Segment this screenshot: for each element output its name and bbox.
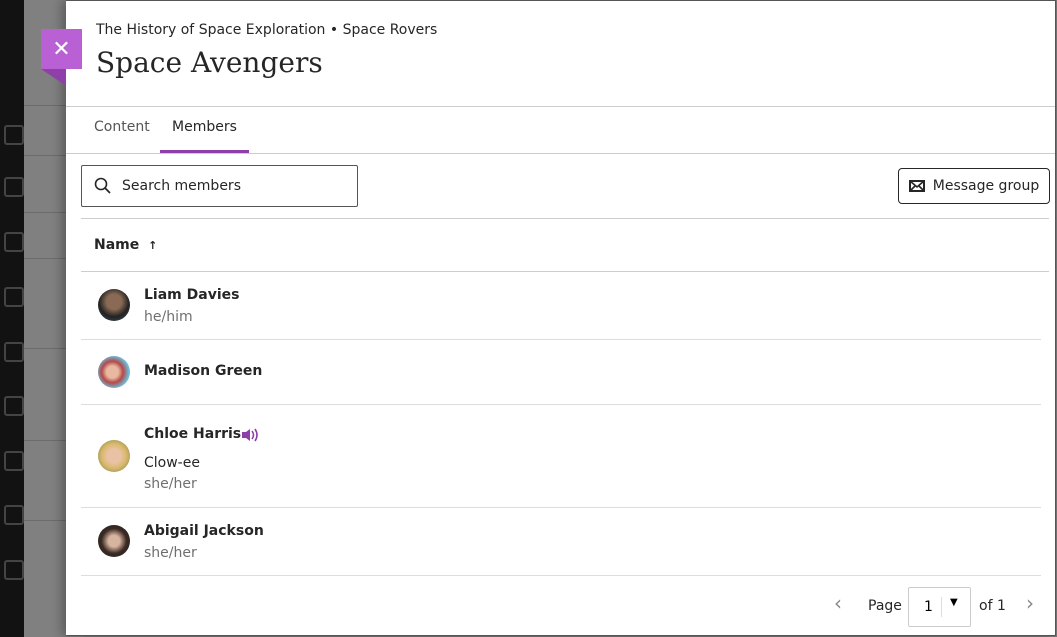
member-row[interactable]: Liam Davies he/him xyxy=(81,272,1041,340)
avatar xyxy=(98,289,130,321)
messages-icon xyxy=(4,451,24,471)
member-row[interactable]: Chloe Harris Clow-ee she/her xyxy=(81,405,1041,508)
tab-members[interactable]: Members xyxy=(160,119,249,153)
member-name: Liam Davies xyxy=(144,287,240,303)
member-name: Abigail Jackson xyxy=(144,523,264,539)
member-name: Madison Green xyxy=(144,363,263,379)
breadcrumb: The History of Space Exploration • Space… xyxy=(96,22,438,38)
dropdown-arrow-icon: ▼ xyxy=(950,597,958,608)
pronunciation-audio-icon[interactable] xyxy=(241,428,259,442)
close-button[interactable]: ✕ xyxy=(41,29,82,85)
member-row[interactable]: Abigail Jackson she/her xyxy=(81,508,1041,576)
name-column-header[interactable]: Name ↑ xyxy=(94,237,157,253)
member-pronouns: he/him xyxy=(144,309,193,325)
previous-page-button[interactable]: ‹ xyxy=(834,591,842,615)
sort-ascending-icon: ↑ xyxy=(148,239,158,252)
profile-icon xyxy=(4,177,24,197)
edit-icon xyxy=(4,560,24,580)
avatar xyxy=(98,525,130,557)
groups-icon xyxy=(4,342,24,362)
member-pronouns: she/her xyxy=(144,476,197,492)
background-sidebar xyxy=(0,0,24,637)
courses-icon xyxy=(4,287,24,307)
globe-icon xyxy=(4,232,24,252)
institution-icon xyxy=(4,125,24,145)
page-total: of 1 xyxy=(979,598,1006,614)
avatar xyxy=(98,440,130,472)
avatar xyxy=(98,356,130,388)
member-nickname: Clow-ee xyxy=(144,455,200,471)
page-title: Space Avengers xyxy=(96,46,323,79)
next-page-button[interactable]: › xyxy=(1026,591,1034,615)
member-row[interactable]: Madison Green xyxy=(81,340,1041,405)
envelope-icon xyxy=(908,180,925,192)
column-label: Name xyxy=(94,237,140,253)
grades-icon xyxy=(4,505,24,525)
group-panel: The History of Space Exploration • Space… xyxy=(66,0,1056,636)
search-icon xyxy=(94,177,111,194)
close-icon: ✕ xyxy=(52,36,71,62)
page-select[interactable]: 1 ▼ xyxy=(908,587,971,627)
message-group-button[interactable]: Message group xyxy=(898,168,1050,204)
message-group-label: Message group xyxy=(932,178,1040,194)
search-input[interactable] xyxy=(122,178,342,194)
search-box xyxy=(81,165,358,207)
page-current: 1 xyxy=(924,599,933,615)
member-name: Chloe Harris xyxy=(144,426,242,442)
member-pronouns: she/her xyxy=(144,545,197,561)
calendar-icon xyxy=(4,396,24,416)
page-label: Page xyxy=(868,598,902,614)
tab-content[interactable]: Content xyxy=(94,119,150,135)
